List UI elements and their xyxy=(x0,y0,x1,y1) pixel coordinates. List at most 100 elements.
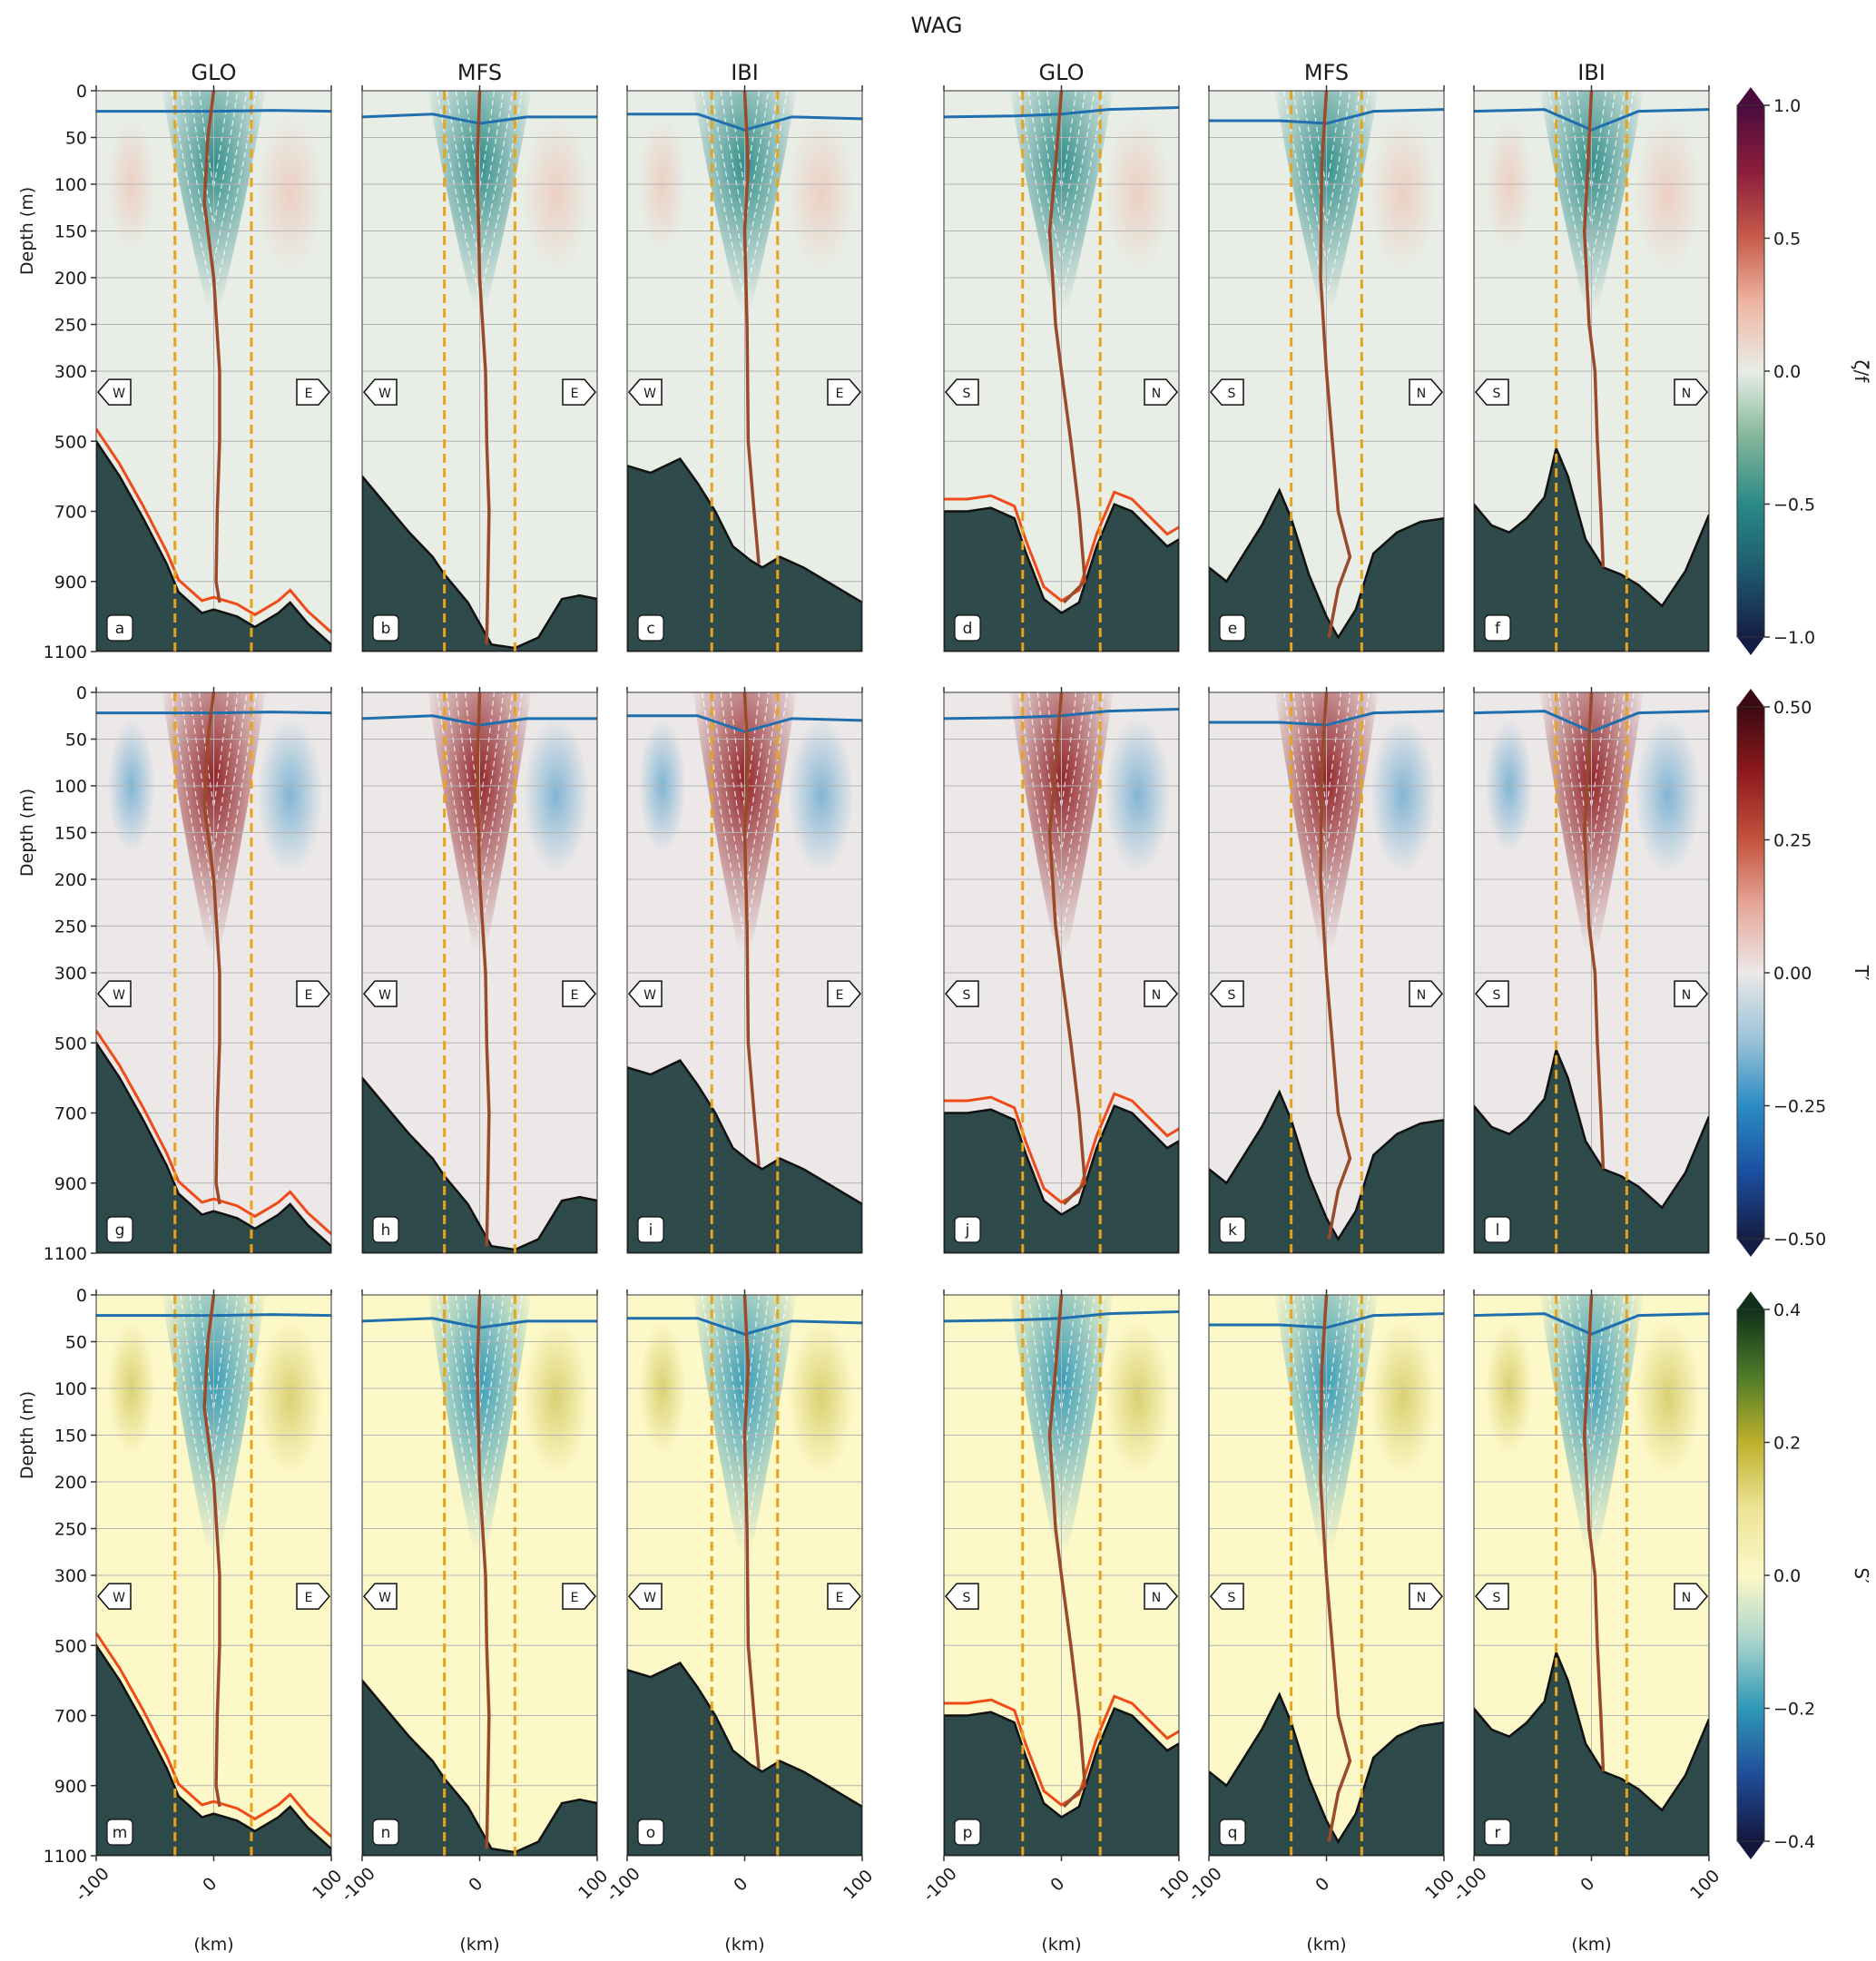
y-tick-label: 900 xyxy=(54,1777,87,1797)
x-axis-label: (km) xyxy=(1571,1935,1611,1955)
direction-label: N xyxy=(1417,387,1426,401)
column-title: IBI xyxy=(1577,60,1606,85)
bathymetry xyxy=(96,1041,331,1253)
mixed-layer-line xyxy=(1474,108,1709,132)
colorbar-tick-label: 0.2 xyxy=(1773,1434,1801,1454)
direction-arrow-right: E xyxy=(827,378,861,406)
column-title: GLO xyxy=(191,60,236,85)
side-lobe xyxy=(1635,114,1701,272)
colorbar-tick-label: 0.0 xyxy=(1773,362,1801,382)
panel-field xyxy=(362,91,597,652)
x-tick-label: 100 xyxy=(1686,1866,1724,1903)
contour-line xyxy=(1567,1295,1616,1454)
panel-b: W Eb MFS xyxy=(361,60,598,652)
direction-arrow-left: W xyxy=(628,980,663,1007)
eddy-axis-line xyxy=(1047,692,1087,1206)
direction-arrow-left: W xyxy=(363,378,398,406)
arrow-shape xyxy=(97,1583,132,1610)
y-tick-label: 100 xyxy=(54,175,87,195)
panel-field xyxy=(944,1295,1179,1856)
arrow-shape xyxy=(1144,378,1178,406)
mixed-layer-line xyxy=(1209,108,1444,125)
direction-arrow-left: W xyxy=(97,378,132,406)
arrow-shape xyxy=(628,1583,663,1610)
panel-letter-box xyxy=(954,1819,981,1846)
bathymetry xyxy=(627,1058,862,1253)
panel-letter-box xyxy=(1484,614,1511,642)
figure-title: WAG xyxy=(910,13,962,38)
panel-letter: d xyxy=(963,620,973,638)
side-lobe xyxy=(788,114,854,272)
direction-label: W xyxy=(378,1591,391,1605)
x-tick-label: -100 xyxy=(338,1864,379,1906)
direction-arrow-right: E xyxy=(562,378,596,406)
contour-line xyxy=(455,91,505,225)
contour-line xyxy=(1301,91,1351,225)
panel-f: S Nf IBI xyxy=(1473,60,1710,652)
direction-arrow-left: S xyxy=(1210,1583,1244,1610)
eddy-axis-line xyxy=(1319,1295,1352,1842)
direction-arrow-right: E xyxy=(296,980,330,1007)
arrow-shape xyxy=(1210,378,1244,406)
y-tick-label: 0 xyxy=(76,82,87,102)
y-tick-label: 1100 xyxy=(44,1244,87,1264)
eddy-axis-line xyxy=(202,692,221,1205)
contour-line xyxy=(1036,1295,1086,1454)
colorbar-tick-label: 1.0 xyxy=(1773,96,1801,116)
arrow-shape xyxy=(827,1583,861,1610)
side-lobe xyxy=(257,716,323,874)
arrow-shape xyxy=(628,980,663,1007)
contour-line xyxy=(198,91,230,189)
panel-letter-box xyxy=(1219,1216,1246,1243)
arrow-shape xyxy=(1210,1583,1244,1610)
mixed-layer-line xyxy=(1474,1312,1709,1336)
panel-n: W En -100 0 100 (km) xyxy=(338,1289,612,1955)
mixed-layer-line xyxy=(96,711,331,715)
bathymetry xyxy=(96,1643,331,1856)
y-tick-label: 150 xyxy=(54,222,87,242)
mixed-layer-line xyxy=(944,1310,1179,1323)
arrow-shape xyxy=(1475,980,1509,1007)
bathymetry xyxy=(944,1104,1179,1253)
arrow-shape xyxy=(363,980,398,1007)
panel-letter: g xyxy=(115,1221,125,1240)
panel-a: W Ea GLO 0 50 100 150 200 250 300 500 700 900 1100 Dep… xyxy=(17,60,332,662)
colorbar-tick-label: 0.4 xyxy=(1773,1300,1801,1320)
bottom-contour xyxy=(96,1632,331,1838)
direction-label: E xyxy=(836,387,844,401)
direction-label: N xyxy=(1682,1591,1691,1605)
colorbar-gradient xyxy=(1736,1309,1765,1842)
panel-field xyxy=(96,1295,331,1856)
eddy-axis-line xyxy=(1319,91,1352,638)
colorbar-tick-label: −0.25 xyxy=(1773,1097,1826,1117)
eddy-axis-line xyxy=(476,692,491,1247)
arrow-shape xyxy=(1674,1583,1708,1610)
colorbars: 1.0 0.5 0.0 −0.5 −1.0 ζ/f 0.50 0.25 0.00 −0.25 −0.… xyxy=(1736,87,1872,1859)
direction-label: E xyxy=(305,988,313,1003)
colorbar-max-arrow xyxy=(1737,87,1764,105)
direction-arrow-right: N xyxy=(1144,980,1178,1007)
colorbar-tick-label: −0.4 xyxy=(1773,1832,1815,1852)
direction-label: S xyxy=(1493,988,1501,1003)
bathymetry xyxy=(627,456,862,652)
direction-arrow-right: N xyxy=(1674,980,1708,1007)
y-tick-label: 200 xyxy=(54,1473,87,1493)
y-tick-label: 0 xyxy=(76,683,87,703)
y-tick-label: 300 xyxy=(54,362,87,382)
arrow-shape xyxy=(628,378,663,406)
direction-arrow-left: W xyxy=(363,1583,398,1610)
panel-letter-box xyxy=(1484,1216,1511,1243)
direction-arrow-right: N xyxy=(1144,378,1178,406)
direction-arrow-left: S xyxy=(945,1583,979,1610)
x-tick-label: 0 xyxy=(465,1874,486,1896)
mixed-layer-line xyxy=(1209,1312,1444,1329)
arrow-shape xyxy=(562,1583,596,1610)
contour-line xyxy=(720,692,770,851)
direction-arrow-right: E xyxy=(562,1583,596,1610)
colorbar-label: S′ xyxy=(1851,1567,1872,1584)
y-tick-label: 200 xyxy=(54,870,87,890)
direction-label: S xyxy=(1228,988,1236,1003)
direction-label: W xyxy=(378,988,391,1003)
direction-label: N xyxy=(1682,387,1691,401)
